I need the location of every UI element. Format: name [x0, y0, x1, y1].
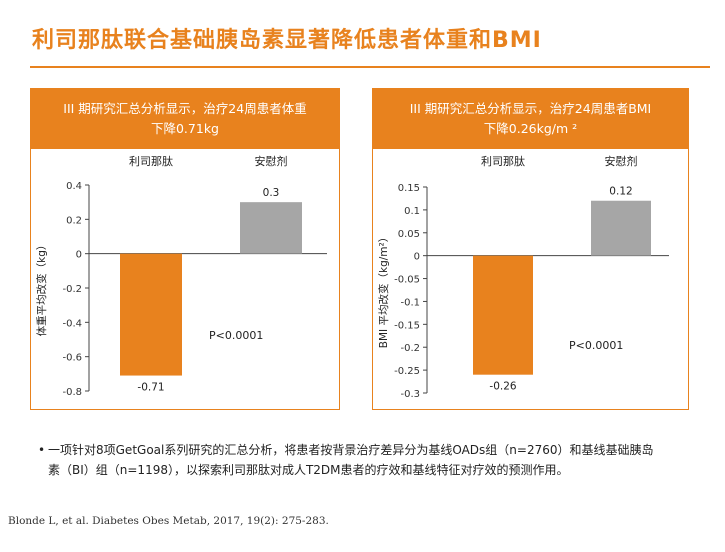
y-tick-label: -0.05: [394, 275, 420, 286]
y-tick-label: -0.8: [62, 387, 82, 398]
bmi-panel: III 期研究汇总分析显示，治疗24周患者BMI 下降0.26kg/m ² 0.…: [372, 88, 689, 410]
y-tick-label: -0.3: [400, 389, 420, 400]
data-label: -0.71: [137, 382, 164, 394]
note-line1: 一项针对8项GetGoal系列研究的汇总分析，将患者按背景治疗差异分为基线OAD…: [48, 443, 654, 457]
reference: Blonde L, et al. Diabetes Obes Metab, 20…: [8, 515, 329, 527]
title-divider: [30, 66, 710, 68]
bar-lixisenatide: [120, 253, 182, 376]
y-tick-label: -0.1: [400, 297, 420, 308]
y-tick-label: 0: [76, 250, 82, 261]
slide-title: 利司那肽联合基础胰岛素显著降低患者体重和BMI: [32, 28, 542, 53]
y-axis-label: BMI 平均改变（kg/m²）: [377, 232, 390, 348]
data-label: -0.26: [489, 381, 516, 393]
note-line2: 素（BI）组（n=1198），以探索利司那肽对成人T2DM患者的疗效和基线特征对…: [48, 463, 569, 477]
y-tick-label: -0.2: [400, 343, 420, 354]
category-label: 利司那肽: [481, 154, 525, 168]
y-tick-label: 0.15: [398, 183, 420, 194]
bar-placebo: [240, 202, 302, 254]
weight-header-line2: 下降0.71kg: [150, 121, 219, 136]
y-tick-label: 0.4: [66, 181, 82, 192]
bmi-chart: 0.15 0.1 0.05 0 -0.05 -0.1 -0.15 -0.2 -0.25 -0.3 B…: [377, 154, 669, 400]
bar-lixisenatide: [473, 255, 533, 375]
weight-header-line1: III 期研究汇总分析显示，治疗24周患者体重: [63, 101, 307, 116]
y-tick-label: 0.2: [66, 215, 82, 226]
weight-panel: III 期研究汇总分析显示，治疗24周患者体重 下降0.71kg 0.4 0.2 0…: [30, 88, 340, 410]
study-note: • 一项针对8项GetGoal系列研究的汇总分析，将患者按背景治疗差异分为基线O…: [38, 440, 703, 480]
y-tick-label: 0.05: [398, 229, 420, 240]
y-tick-label: -0.2: [62, 284, 82, 295]
data-label: 0.12: [609, 186, 632, 198]
p-value-annotation: P<0.0001: [569, 339, 623, 352]
bar-placebo: [591, 200, 651, 256]
p-value-annotation: P<0.0001: [209, 329, 263, 342]
category-label: 安慰剂: [605, 154, 638, 168]
note-bullet: •: [38, 443, 46, 457]
y-tick-label: -0.15: [394, 320, 420, 331]
weight-panel-header: III 期研究汇总分析显示，治疗24周患者体重 下降0.71kg: [31, 89, 339, 149]
weight-chart: 0.4 0.2 0 -0.2 -0.4 -0.6 -0.8 体重平均改变（kg） 利司那肽 -0.…: [35, 154, 327, 398]
y-tick-label: -0.4: [62, 318, 82, 329]
y-tick-label: 0: [414, 252, 420, 263]
y-axis-label: 体重平均改变（kg）: [35, 240, 48, 337]
category-label: 利司那肽: [129, 154, 173, 168]
y-tick-label: -0.25: [394, 366, 420, 377]
category-label: 安慰剂: [255, 154, 288, 168]
bmi-panel-header: III 期研究汇总分析显示，治疗24周患者BMI 下降0.26kg/m ²: [373, 89, 688, 149]
bmi-header-line1: III 期研究汇总分析显示，治疗24周患者BMI: [409, 101, 652, 116]
y-tick-label: 0.1: [404, 206, 420, 217]
data-label: 0.3: [263, 187, 280, 199]
y-tick-label: -0.6: [62, 353, 82, 364]
bmi-header-line2: 下降0.26kg/m ²: [483, 121, 578, 136]
